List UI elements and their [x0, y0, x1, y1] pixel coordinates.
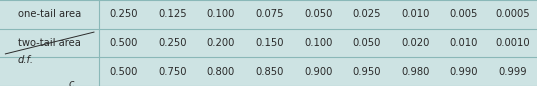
Text: 0.800: 0.800	[207, 67, 235, 77]
Text: d.f.: d.f.	[18, 55, 34, 65]
Text: two-tail area: two-tail area	[18, 38, 81, 48]
Text: 0.250: 0.250	[110, 9, 138, 19]
Text: 0.980: 0.980	[401, 67, 430, 77]
Text: 0.750: 0.750	[158, 67, 186, 77]
Text: 0.025: 0.025	[353, 9, 381, 19]
Text: 0.100: 0.100	[304, 38, 332, 48]
Text: 0.005: 0.005	[450, 9, 478, 19]
Text: 0.250: 0.250	[158, 38, 186, 48]
Text: 0.850: 0.850	[256, 67, 284, 77]
Text: 0.150: 0.150	[255, 38, 284, 48]
Text: 0.500: 0.500	[110, 38, 138, 48]
Text: c: c	[69, 79, 74, 86]
Text: one-tail area: one-tail area	[18, 9, 81, 19]
Text: 0.999: 0.999	[498, 67, 527, 77]
Text: 0.500: 0.500	[110, 67, 138, 77]
Text: 0.100: 0.100	[207, 9, 235, 19]
Text: 0.125: 0.125	[158, 9, 186, 19]
Text: 0.050: 0.050	[304, 9, 332, 19]
Text: 0.200: 0.200	[207, 38, 235, 48]
Text: 0.010: 0.010	[401, 9, 430, 19]
Text: 0.020: 0.020	[401, 38, 430, 48]
Text: 0.990: 0.990	[450, 67, 478, 77]
Text: 0.0005: 0.0005	[495, 9, 530, 19]
Text: 0.900: 0.900	[304, 67, 332, 77]
Text: 0.075: 0.075	[255, 9, 284, 19]
Text: 0.050: 0.050	[353, 38, 381, 48]
Text: 0.010: 0.010	[450, 38, 478, 48]
Text: 0.0010: 0.0010	[495, 38, 530, 48]
Text: 0.950: 0.950	[353, 67, 381, 77]
